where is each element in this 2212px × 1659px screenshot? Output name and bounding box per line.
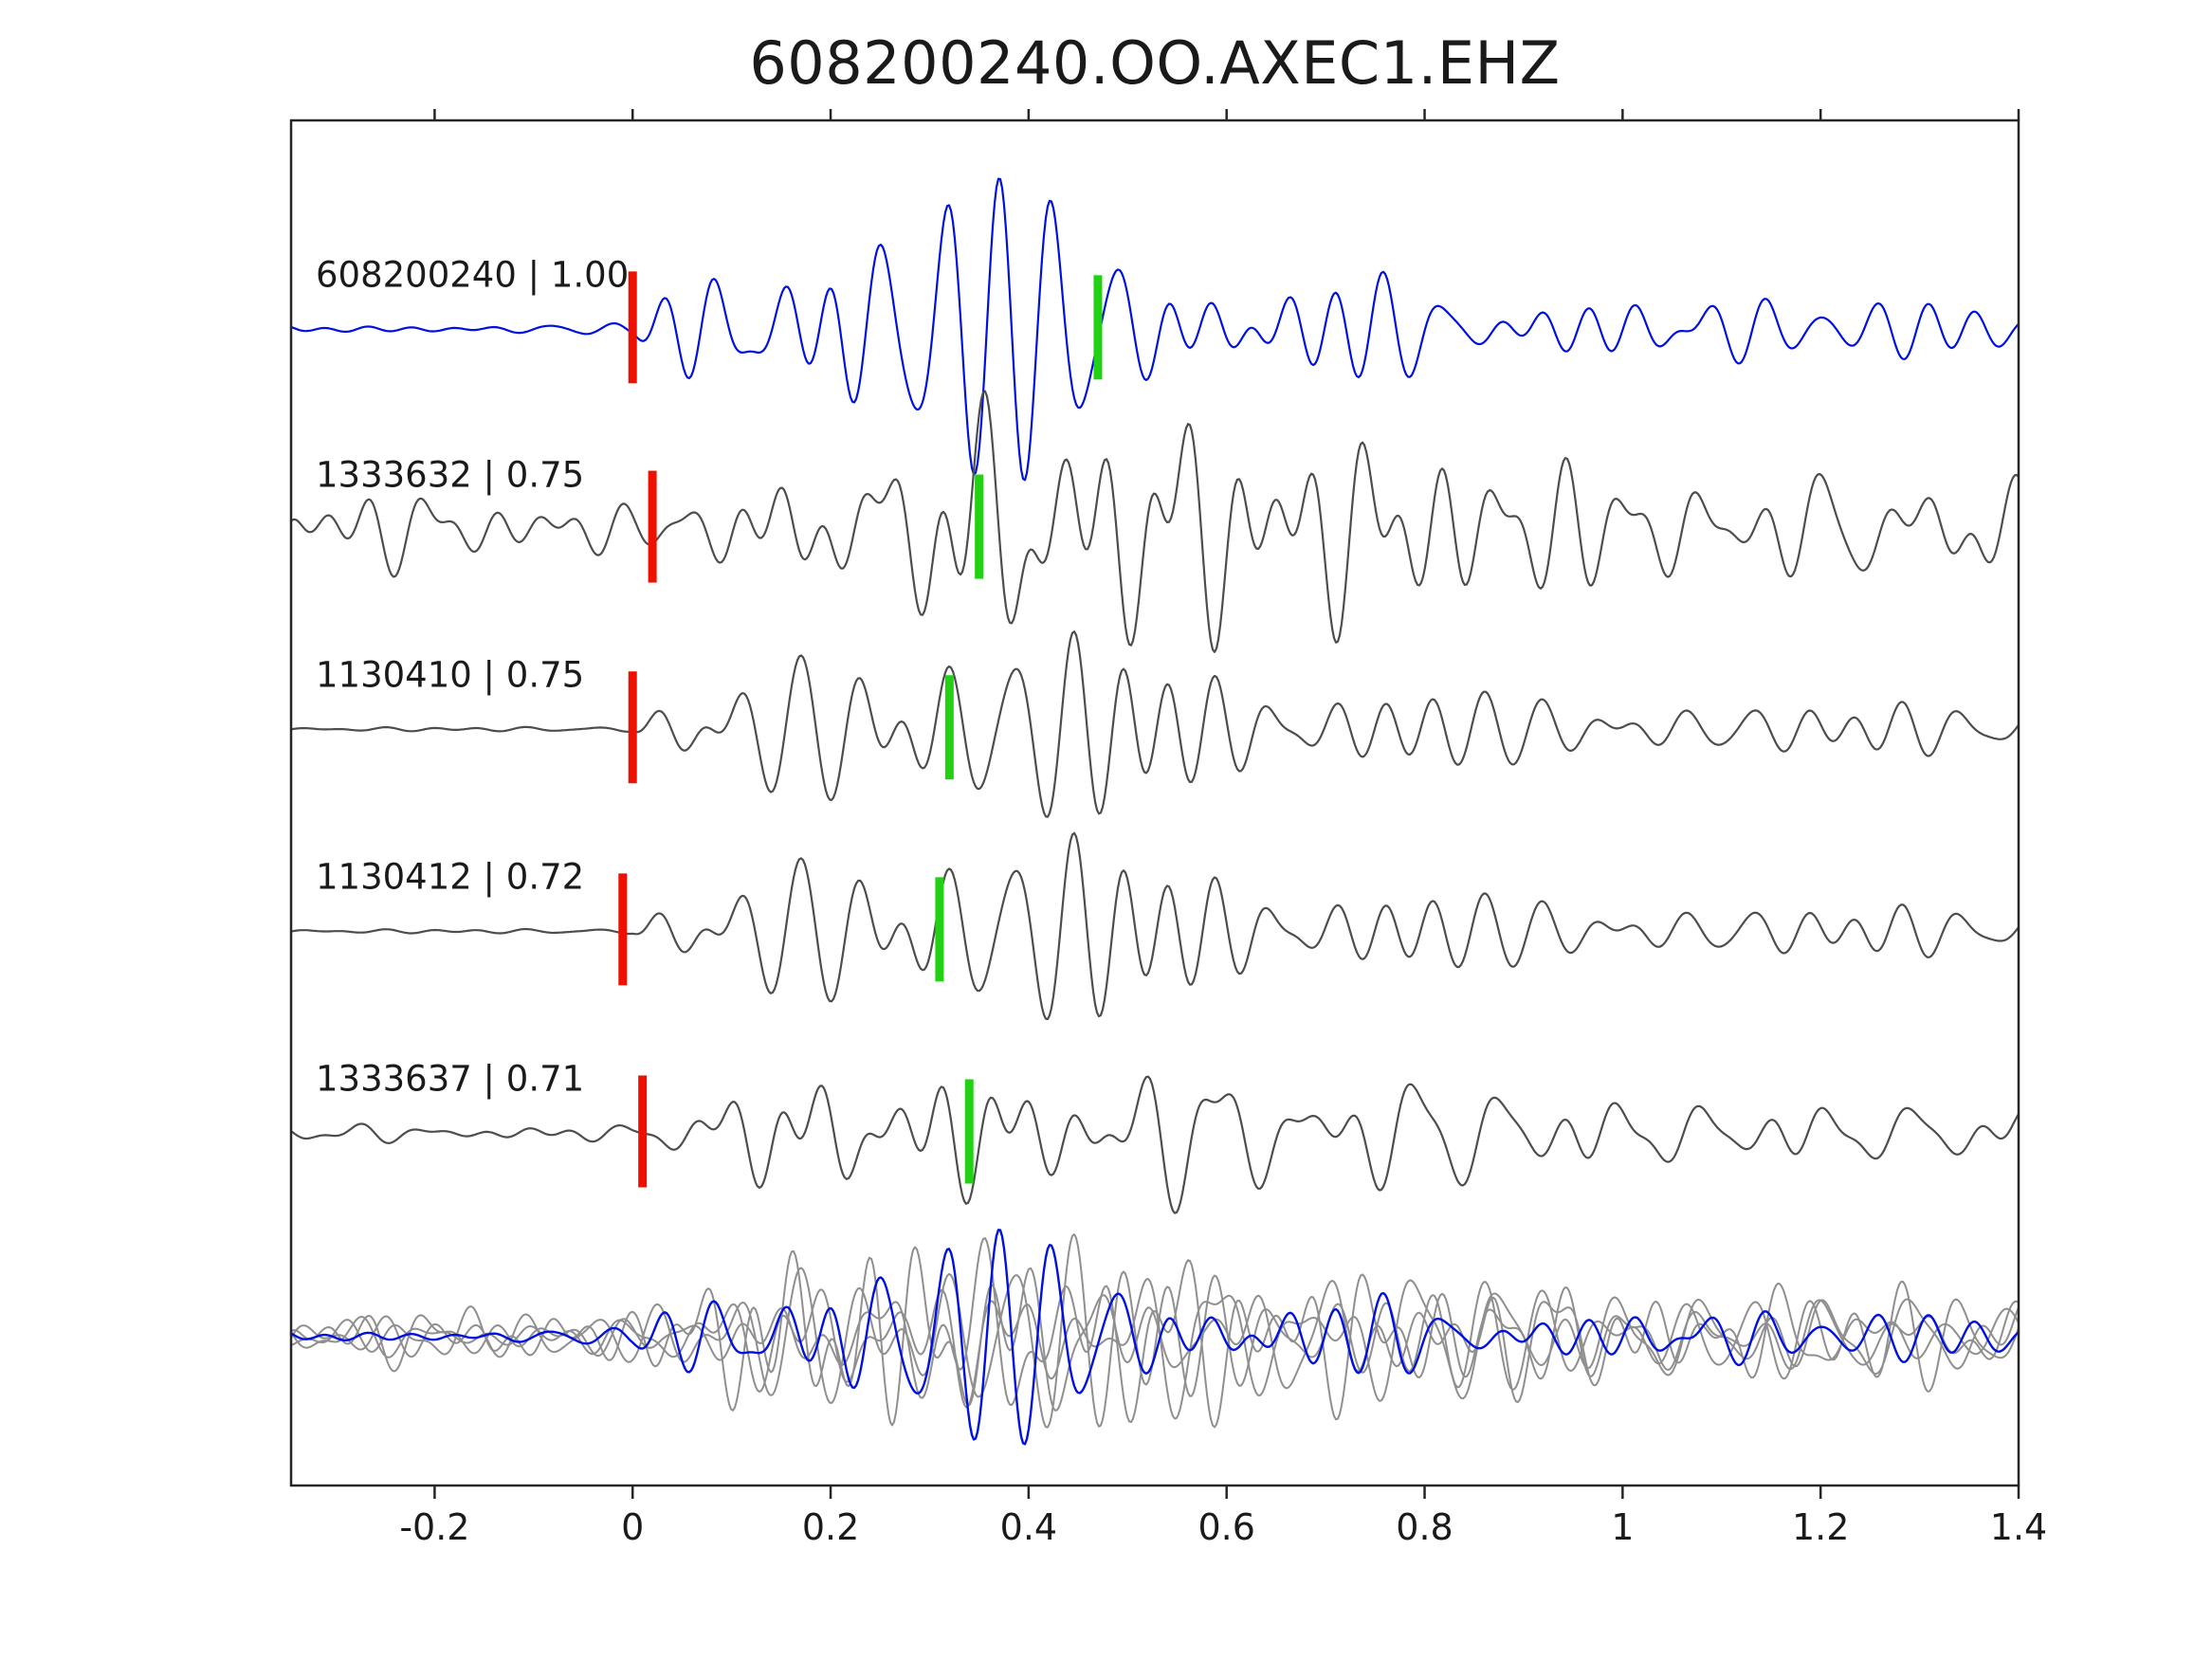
trace-label-1130410: 1130410 | 0.75 — [316, 654, 585, 696]
x-tick-label-0: -0.2 — [399, 1506, 470, 1548]
figure-title: 608200240.OO.AXEC1.EHZ — [749, 28, 1561, 98]
waveform-canvas — [289, 109, 2020, 1499]
x-tick-label-6: 1 — [1611, 1506, 1635, 1548]
x-tick-label-2: 0.2 — [801, 1506, 860, 1548]
trace-label-608200240: 608200240 | 1.00 — [316, 254, 630, 296]
plot-area: 608200240 | 1.00 1333632 | 0.75 1130410 … — [289, 109, 2020, 1499]
x-tick-label-7: 1.2 — [1791, 1506, 1850, 1548]
trace-label-1333637: 1333637 | 0.71 — [316, 1058, 585, 1100]
trace-label-1333632: 1333632 | 0.75 — [316, 454, 585, 496]
x-tick-label-8: 1.4 — [1989, 1506, 2048, 1548]
trace-label-1130412: 1130412 | 0.72 — [316, 856, 585, 898]
x-tick-label-1: 0 — [621, 1506, 645, 1548]
x-tick-label-3: 0.4 — [999, 1506, 1058, 1548]
x-tick-label-5: 0.8 — [1396, 1506, 1453, 1548]
x-tick-label-4: 0.6 — [1197, 1506, 1255, 1548]
